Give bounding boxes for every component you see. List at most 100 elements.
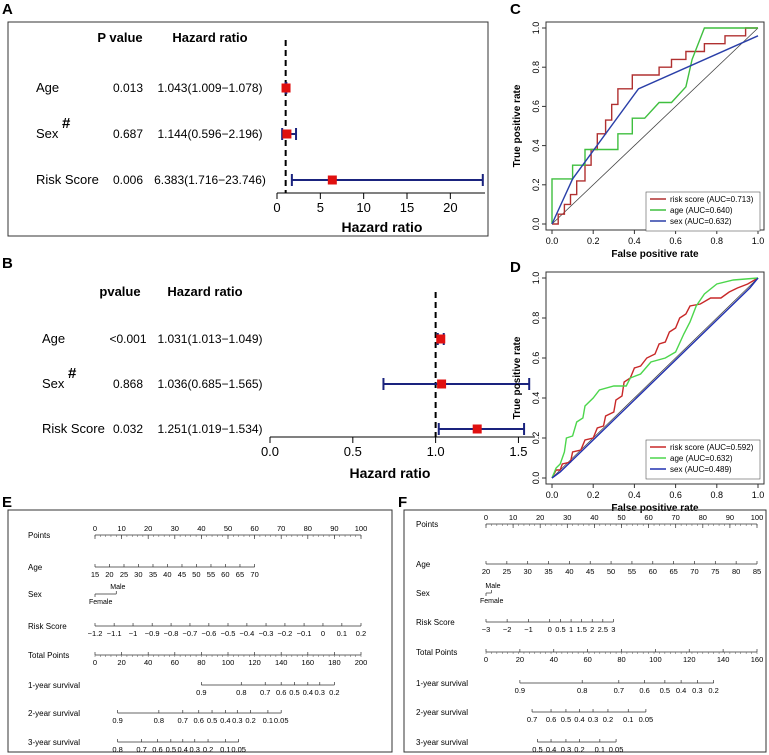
roc-curve	[551, 277, 759, 479]
legend-entry: sex (AUC=0.489)	[670, 465, 732, 474]
nomogram-row-label: 2-year survival	[416, 708, 468, 717]
x-tick-label: 0.2	[587, 490, 600, 500]
row-hazard-ratio: 1.031(1.013−1.049)	[157, 332, 262, 346]
panel-label-e: E	[2, 494, 12, 511]
nomogram-row-label: Total Points	[416, 648, 457, 657]
tick-label: 0.5	[289, 688, 299, 697]
roc-curve	[552, 27, 758, 225]
row-hazard-ratio: 6.383(1.716−23.746)	[154, 173, 266, 187]
tick-label: 100	[355, 524, 368, 533]
panel-frame	[7, 509, 393, 753]
tick-label: 120	[683, 655, 696, 664]
nomogram-row-label: 2-year survival	[28, 709, 80, 718]
y-axis-label: True positive rate	[512, 336, 523, 419]
tick-label: 50	[224, 524, 232, 533]
x-tick-label: 0.4	[628, 490, 641, 500]
roc-curve	[551, 27, 758, 224]
diagonal-line	[551, 277, 759, 479]
tick-label: Male	[110, 584, 125, 591]
tick-label: 0.4	[546, 745, 556, 754]
y-tick-label: 0.4	[531, 139, 541, 152]
row-pvalue: 0.868	[113, 377, 143, 391]
tick-label: −1.1	[107, 629, 122, 638]
tick-label: 45	[178, 570, 186, 579]
tick-label: −1	[129, 629, 138, 638]
panel-label-a: A	[2, 1, 13, 18]
roc-curve	[551, 277, 759, 479]
row-label-superscript: #	[62, 115, 71, 132]
tick-label: 0.6	[639, 686, 649, 695]
tick-label: −1	[524, 625, 533, 634]
tick-label: −0.9	[145, 629, 160, 638]
row-label: Risk Score	[36, 172, 99, 187]
tick-label: 40	[163, 570, 171, 579]
hr-point	[281, 83, 291, 93]
panel-label-f: F	[398, 494, 407, 511]
tick-label: 0.5	[555, 625, 565, 634]
tick-label: 0.05	[274, 716, 289, 725]
x-tick-label: 20	[443, 200, 457, 215]
x-axis-label: Hazard ratio	[350, 465, 431, 481]
tick-label: 50	[192, 570, 200, 579]
tick-label: 60	[250, 524, 258, 533]
row-pvalue: 0.687	[113, 127, 143, 141]
y-tick-label: 0.2	[531, 179, 541, 192]
tick-label: 0.2	[708, 686, 718, 695]
header-hazard-ratio: Hazard ratio	[172, 30, 247, 45]
tick-label: 55	[207, 570, 215, 579]
hr-point	[437, 379, 447, 389]
legend-entry: age (AUC=0.632)	[670, 454, 733, 463]
x-tick-label: 10	[356, 200, 370, 215]
hr-point	[472, 424, 482, 434]
tick-label: 100	[751, 513, 764, 522]
tick-label: −0.4	[239, 629, 254, 638]
nomogram-row-label: Total Points	[28, 651, 69, 660]
tick-label: 0.1	[337, 629, 347, 638]
tick-label: 90	[330, 524, 338, 533]
tick-label: 70	[277, 524, 285, 533]
nomogram-e: Points 0 10 20 30 40 50 60 70 80 90 100 Age 15 20 25 30 3…	[7, 509, 393, 754]
tick-label: 0.4	[303, 688, 313, 697]
tick-label: 0.6	[152, 745, 162, 754]
panel-label-c: C	[510, 1, 521, 18]
y-tick-label: 0.8	[531, 61, 541, 74]
nomogram-row-label: 1-year survival	[28, 681, 80, 690]
y-tick-label: 0.6	[531, 352, 541, 365]
tick-label: 0.2	[329, 688, 339, 697]
row-hazard-ratio: 1.043(1.009−1.078)	[157, 81, 262, 95]
tick-label: 30	[134, 570, 142, 579]
tick-label: 0.6	[194, 716, 204, 725]
tick-label: −3	[482, 625, 491, 634]
tick-label: 100	[649, 655, 662, 664]
tick-label: 85	[753, 567, 761, 576]
tick-label: 0.9	[112, 716, 122, 725]
tick-label: 70	[250, 570, 258, 579]
tick-label: 0.05	[609, 745, 624, 754]
y-tick-label: 0.0	[531, 218, 541, 231]
tick-label: Male	[485, 583, 500, 590]
x-tick-label: 1.0	[752, 236, 765, 246]
row-pvalue: <0.001	[109, 332, 146, 346]
tick-label: 60	[221, 570, 229, 579]
tick-label: −1.2	[88, 629, 103, 638]
row-label: Sex	[36, 126, 59, 141]
tick-label: 0	[93, 524, 97, 533]
legend-entry: risk score (AUC=0.713)	[670, 195, 754, 204]
tick-label: Female	[89, 599, 112, 606]
row-label: Sex	[42, 376, 65, 391]
header-pvalue: P value	[97, 30, 142, 45]
tick-label: −0.7	[183, 629, 198, 638]
tick-label: 30	[524, 567, 532, 576]
tick-label: 70	[690, 567, 698, 576]
x-axis-label: Hazard ratio	[342, 219, 423, 235]
row-pvalue: 0.032	[113, 422, 143, 436]
x-tick-label: 1.0	[427, 444, 445, 459]
tick-label: 160	[302, 658, 315, 667]
tick-label: 0.8	[154, 716, 164, 725]
tick-label: 90	[726, 513, 734, 522]
tick-label: 0.5	[166, 745, 176, 754]
tick-label: 10	[509, 513, 517, 522]
tick-label: 0.7	[614, 686, 624, 695]
y-tick-label: 0.4	[531, 392, 541, 405]
